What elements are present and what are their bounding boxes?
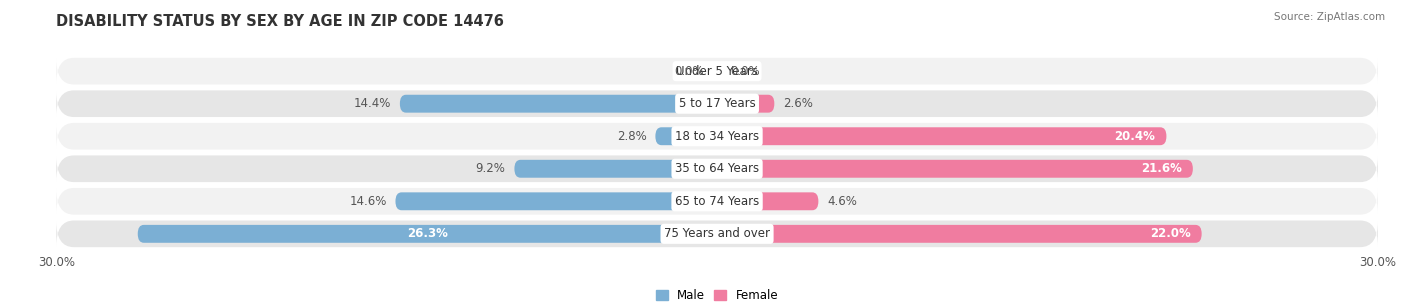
Text: 0.0%: 0.0% — [730, 65, 759, 78]
Text: 14.4%: 14.4% — [354, 97, 391, 110]
FancyBboxPatch shape — [56, 221, 1378, 247]
FancyBboxPatch shape — [56, 123, 1378, 149]
Text: 5 to 17 Years: 5 to 17 Years — [679, 97, 755, 110]
FancyBboxPatch shape — [515, 160, 717, 178]
Text: 21.6%: 21.6% — [1140, 162, 1182, 175]
Text: 9.2%: 9.2% — [475, 162, 506, 175]
Text: 2.6%: 2.6% — [783, 97, 813, 110]
FancyBboxPatch shape — [717, 225, 1202, 243]
FancyBboxPatch shape — [717, 95, 775, 113]
FancyBboxPatch shape — [655, 127, 717, 145]
FancyBboxPatch shape — [56, 58, 1378, 84]
Text: DISABILITY STATUS BY SEX BY AGE IN ZIP CODE 14476: DISABILITY STATUS BY SEX BY AGE IN ZIP C… — [56, 14, 505, 29]
Text: 0.0%: 0.0% — [675, 65, 704, 78]
Text: 14.6%: 14.6% — [349, 195, 387, 208]
FancyBboxPatch shape — [56, 90, 1378, 117]
Text: 20.4%: 20.4% — [1115, 130, 1156, 143]
Text: 75 Years and over: 75 Years and over — [664, 227, 770, 240]
Text: Under 5 Years: Under 5 Years — [676, 65, 758, 78]
FancyBboxPatch shape — [56, 156, 1378, 182]
Text: 2.8%: 2.8% — [617, 130, 647, 143]
Text: 4.6%: 4.6% — [827, 195, 858, 208]
FancyBboxPatch shape — [56, 188, 1378, 215]
FancyBboxPatch shape — [399, 95, 717, 113]
Text: 18 to 34 Years: 18 to 34 Years — [675, 130, 759, 143]
Text: Source: ZipAtlas.com: Source: ZipAtlas.com — [1274, 12, 1385, 22]
Text: 35 to 64 Years: 35 to 64 Years — [675, 162, 759, 175]
FancyBboxPatch shape — [717, 127, 1167, 145]
Text: 26.3%: 26.3% — [406, 227, 449, 240]
FancyBboxPatch shape — [717, 160, 1192, 178]
Text: 65 to 74 Years: 65 to 74 Years — [675, 195, 759, 208]
Legend: Male, Female: Male, Female — [651, 284, 783, 305]
Text: 22.0%: 22.0% — [1150, 227, 1191, 240]
FancyBboxPatch shape — [138, 225, 717, 243]
FancyBboxPatch shape — [395, 192, 717, 210]
FancyBboxPatch shape — [717, 192, 818, 210]
